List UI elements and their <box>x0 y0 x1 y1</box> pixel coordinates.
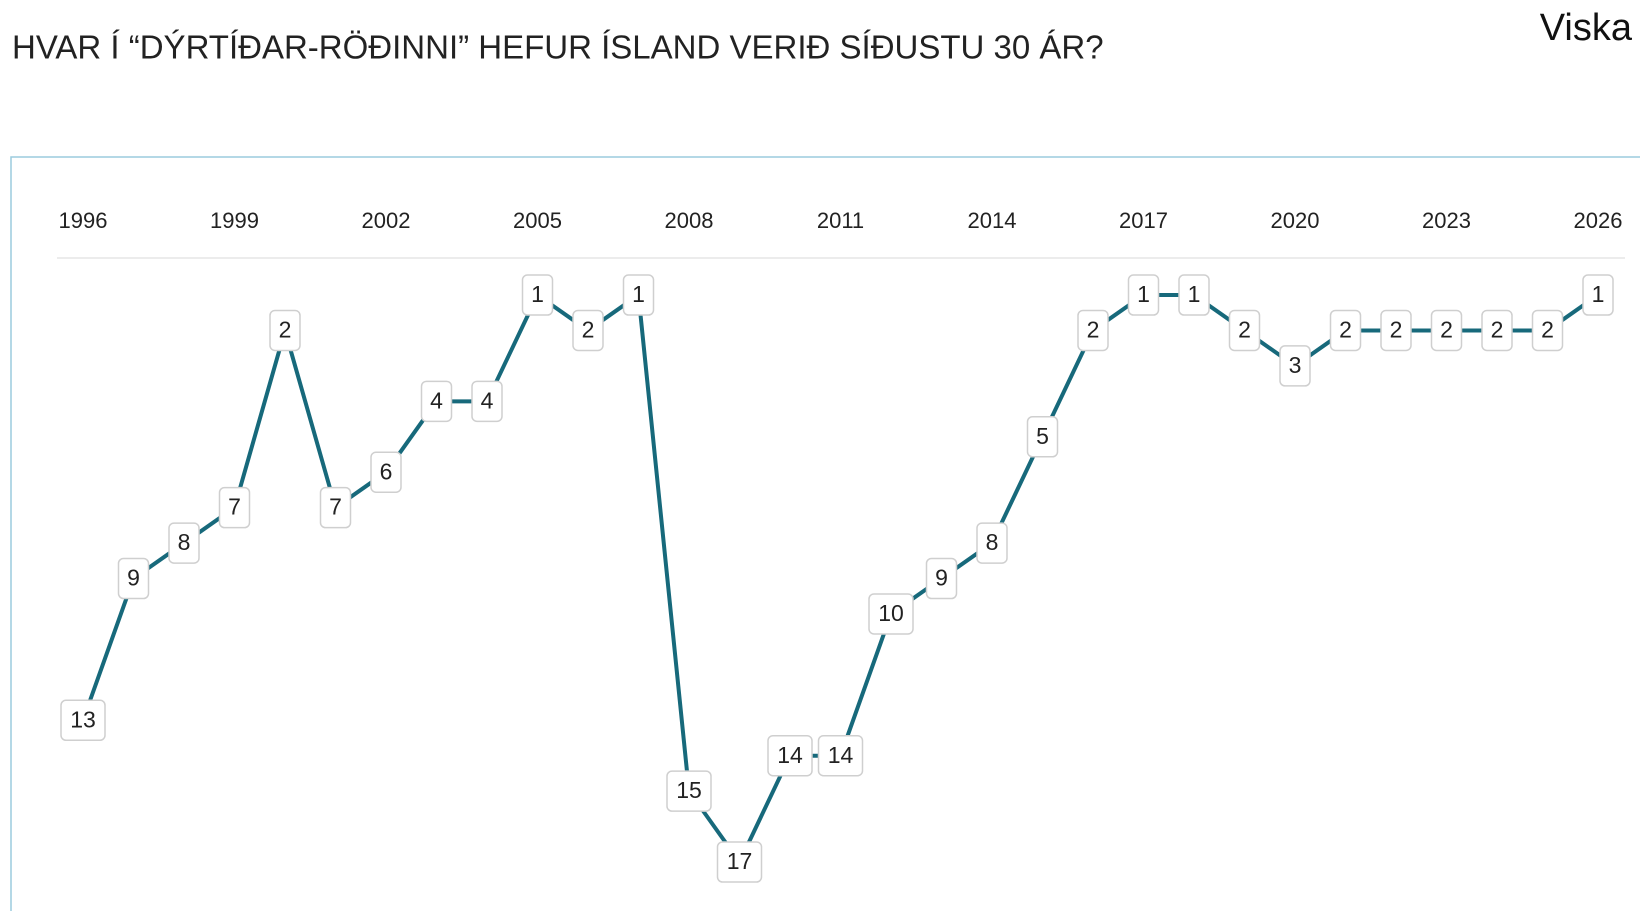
data-point-label-box <box>1279 345 1311 387</box>
data-label: 14 <box>828 742 854 768</box>
data-point-label-box <box>471 380 503 423</box>
data-label: 14 <box>777 742 803 768</box>
data-point-label-box <box>666 770 712 812</box>
x-tick-label: 1999 <box>210 208 259 233</box>
data-point-label-box <box>168 522 200 564</box>
data-label: 2 <box>582 317 595 343</box>
data-point-label-box <box>1380 309 1412 352</box>
data-point-label-box <box>521 274 554 316</box>
data-point-label-box <box>420 380 453 423</box>
x-tick-label: 2026 <box>1574 208 1623 233</box>
data-label: 5 <box>1036 423 1049 449</box>
data-label: 13 <box>70 706 96 732</box>
brand-logo: Viska <box>1540 7 1633 49</box>
data-point-label-box <box>976 522 1008 564</box>
data-label: 2 <box>1087 317 1100 343</box>
data-label: 3 <box>1289 352 1302 378</box>
data-label: 6 <box>380 458 393 484</box>
data-label: 17 <box>727 848 753 874</box>
data-point-label-box <box>817 734 864 777</box>
data-label: 8 <box>178 529 191 555</box>
data-label: 1 <box>531 281 544 307</box>
data-point-label-box <box>60 699 106 741</box>
data-point-label-box <box>1077 309 1109 352</box>
data-label: 4 <box>481 387 494 413</box>
data-label: 2 <box>279 317 292 343</box>
data-label: 2 <box>1440 317 1453 343</box>
data-label: 2 <box>1238 317 1251 343</box>
data-point-label-box <box>1531 309 1564 352</box>
data-point-label-box <box>1582 274 1614 316</box>
data-label: 7 <box>228 494 241 520</box>
data-point-label-box <box>1026 416 1059 458</box>
data-label: 1 <box>632 281 645 307</box>
data-point-label-box <box>370 451 402 493</box>
data-point-label-box <box>117 557 150 600</box>
data-point-label-box <box>218 486 251 529</box>
data-label: 1 <box>1137 281 1150 307</box>
data-point-label-box <box>716 841 763 883</box>
x-tick-label: 2002 <box>362 208 411 233</box>
data-point-label-box <box>767 734 813 777</box>
data-label: 2 <box>1339 317 1352 343</box>
data-label: 15 <box>676 777 702 803</box>
data-point-label-box <box>1329 309 1362 352</box>
data-point-label-box <box>1481 309 1513 352</box>
data-point-label-box <box>868 593 914 635</box>
x-tick-label: 2023 <box>1422 208 1471 233</box>
data-label: 2 <box>1491 317 1504 343</box>
x-tick-label: 2008 <box>665 208 714 233</box>
x-tick-label: 2017 <box>1119 208 1168 233</box>
data-point-label-box <box>1127 274 1160 316</box>
x-tick-label: 2005 <box>513 208 562 233</box>
data-label: 1 <box>1592 281 1605 307</box>
data-point-label-box <box>1430 309 1463 352</box>
data-point-label-box <box>572 309 604 352</box>
data-label: 2 <box>1541 317 1554 343</box>
data-label: 4 <box>430 387 443 413</box>
data-label: 7 <box>329 494 342 520</box>
data-point-label-box <box>622 274 655 316</box>
data-label: 10 <box>878 600 904 626</box>
chart-frame <box>10 156 1640 911</box>
data-point-label-box <box>319 486 352 529</box>
x-tick-label: 2014 <box>968 208 1017 233</box>
data-point-label-box <box>1228 309 1261 352</box>
chart-title: HVAR Í “DÝRTÍÐAR-RÖÐINNI” HEFUR ÍSLAND V… <box>12 29 1104 66</box>
x-tick-label: 1996 <box>59 208 108 233</box>
data-line <box>81 293 1600 864</box>
data-point-label-box <box>925 557 958 600</box>
x-tick-label: 2020 <box>1271 208 1320 233</box>
data-label: 8 <box>986 529 999 555</box>
data-label: 9 <box>935 565 948 591</box>
data-label: 1 <box>1188 281 1201 307</box>
x-tick-label: 2011 <box>817 208 864 233</box>
data-point-label-box <box>269 309 301 352</box>
data-point-label-box <box>1178 274 1210 316</box>
data-label: 2 <box>1390 317 1403 343</box>
data-label: 9 <box>127 565 140 591</box>
